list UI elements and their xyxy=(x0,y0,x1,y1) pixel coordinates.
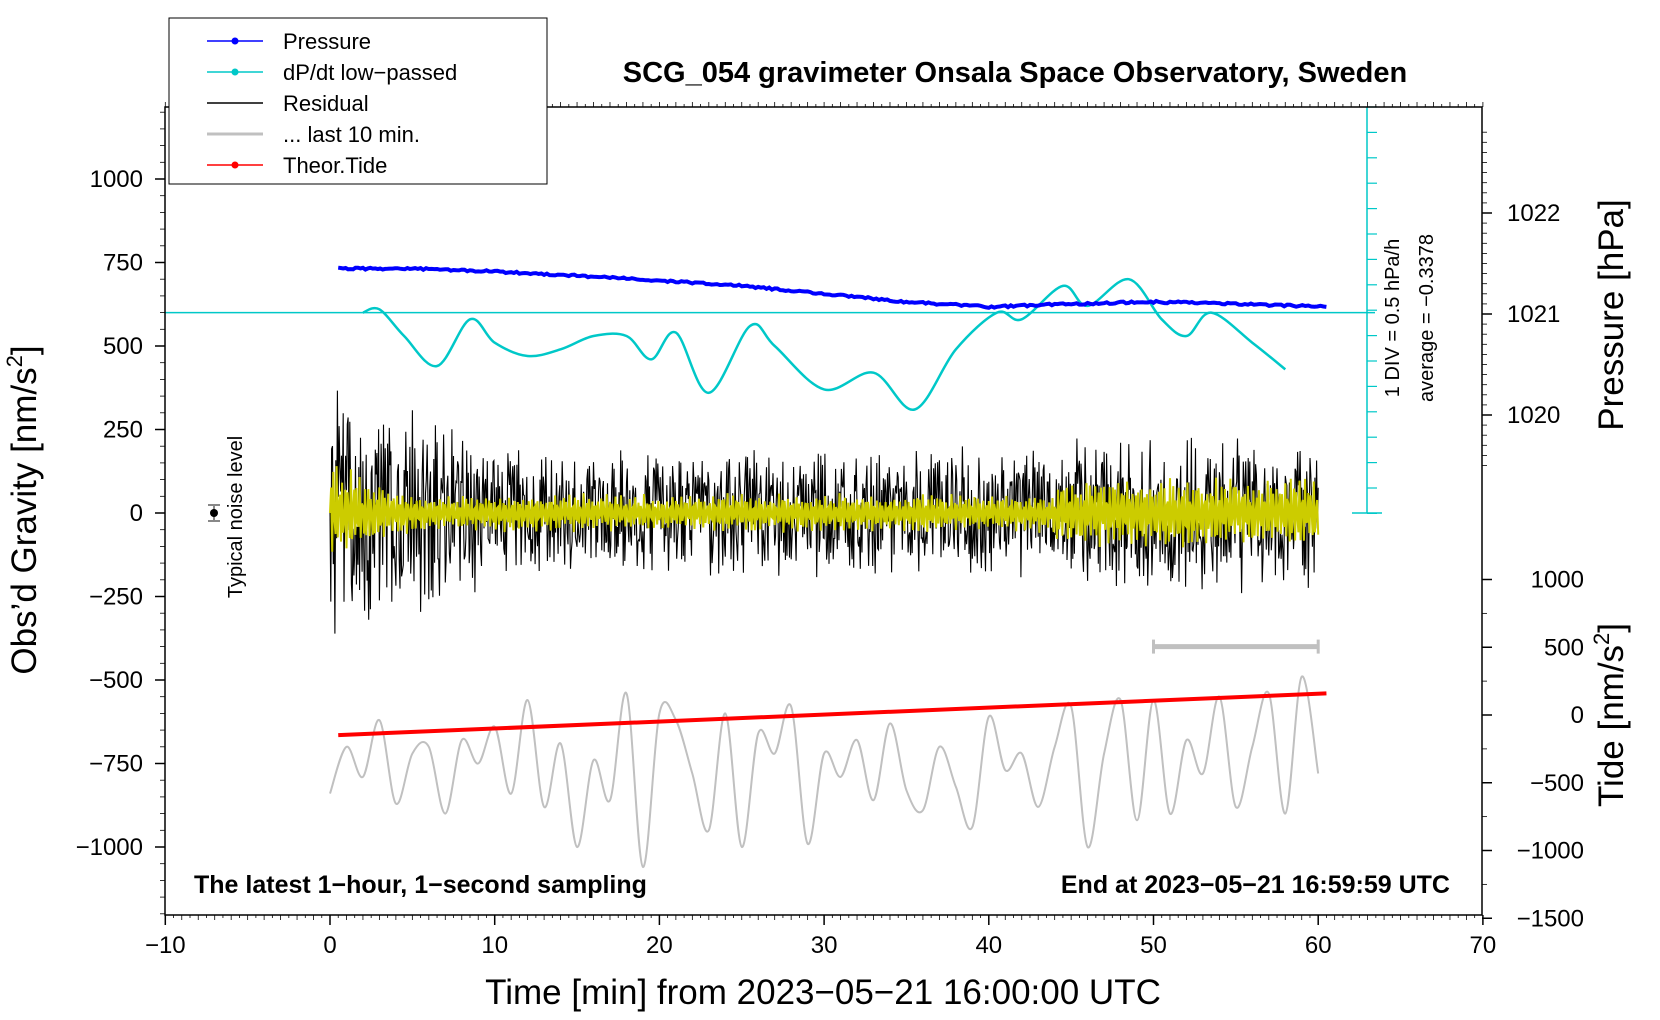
legend: Pressure dP/dt low−passed Residual ... last… xyxy=(168,17,548,185)
filtered-residual-series xyxy=(329,466,1320,552)
legend-label: dP/dt low−passed xyxy=(283,60,457,85)
y-tick-label-left: −750 xyxy=(89,751,143,778)
legend-items: Pressure dP/dt low−passed Residual ... last… xyxy=(207,29,457,178)
legend-marker xyxy=(231,37,239,45)
y-axis-title-pressure: Pressure [hPa] xyxy=(1592,199,1631,431)
tide-tick-label: 500 xyxy=(1544,634,1584,661)
tide-tick-label: −1000 xyxy=(1517,838,1584,865)
plot-content xyxy=(165,106,1382,869)
y-tick-label-left: 250 xyxy=(103,417,143,444)
tide-tick-label: 0 xyxy=(1571,702,1584,729)
x-tick-label: 60 xyxy=(1305,932,1332,959)
y-axis-title-tide: Tide [nm/s2] xyxy=(1589,623,1631,807)
noise-level-label: Typical noise level xyxy=(225,436,247,598)
y-tick-label-left: −1000 xyxy=(76,834,143,861)
legend-label: ... last 10 min. xyxy=(283,122,420,147)
legend-box xyxy=(168,17,548,185)
y-tick-label-left: 750 xyxy=(103,250,143,277)
x-tick-label: 30 xyxy=(811,932,838,959)
pressure-tick-label: 1020 xyxy=(1507,402,1560,429)
legend-label: Residual xyxy=(283,91,369,116)
pressure-tick-label: 1022 xyxy=(1507,200,1560,227)
chart-title: SCG_054 gravimeter Onsala Space Observat… xyxy=(623,57,1407,89)
y-tick-label-left: −250 xyxy=(89,584,143,611)
y-tick-label-left: 0 xyxy=(130,500,143,527)
y-tick-label-left: 500 xyxy=(103,333,143,360)
bottom-left-note: The latest 1−hour, 1−second sampling xyxy=(194,871,647,899)
x-tick-label: 10 xyxy=(481,932,508,959)
y-axis-title-gravity-main: Obs’d Gravity [nm/s xyxy=(5,367,44,674)
x-tick-label: 40 xyxy=(975,932,1002,959)
pressure-series xyxy=(337,265,1327,310)
y-tick-label-left: 1000 xyxy=(90,166,143,193)
x-tick-label: −10 xyxy=(145,932,186,959)
legend-label: Pressure xyxy=(283,29,371,54)
noise-level-marker xyxy=(208,504,220,522)
x-axis-title: Time [min] from 2023−05−21 16:00:00 UTC xyxy=(485,973,1161,1012)
x-tick-label: 70 xyxy=(1470,932,1497,959)
dpdt-average-label: average = −0.3378 xyxy=(1416,234,1438,402)
tide-tick-label: −1500 xyxy=(1517,905,1584,932)
y-axis-title-tide-end: ] xyxy=(1592,623,1631,633)
y-axis-title-gravity-end: ] xyxy=(5,345,44,355)
legend-marker xyxy=(231,161,239,169)
y-axis-title-gravity-sup: 2 xyxy=(2,355,27,367)
theoretical-tide-series xyxy=(338,691,1327,738)
legend-marker xyxy=(231,68,239,76)
last-10-min-series xyxy=(329,675,1320,869)
tide-tick-label: 1000 xyxy=(1531,567,1584,594)
y-tick-label-left: −500 xyxy=(89,667,143,694)
x-tick-label: 20 xyxy=(646,932,673,959)
tide-tick-label: −500 xyxy=(1530,770,1584,797)
bottom-right-note: End at 2023−05−21 16:59:59 UTC xyxy=(1061,871,1450,899)
dpdt-scale-label: 1 DIV = 0.5 hPa/h xyxy=(1382,239,1404,397)
noise-dot xyxy=(210,509,218,517)
y-axis-title-tide-main: Tide [nm/s xyxy=(1592,645,1631,807)
x-tick-label: 0 xyxy=(323,932,336,959)
y-axis-title-tide-sup: 2 xyxy=(1589,633,1614,645)
x-tick-label: 50 xyxy=(1140,932,1167,959)
dpdt-series xyxy=(362,277,1287,411)
y-axis-title-gravity: Obs’d Gravity [nm/s2] xyxy=(2,345,44,674)
pressure-tick-label: 1021 xyxy=(1507,301,1560,328)
legend-label: Theor.Tide xyxy=(283,153,387,178)
